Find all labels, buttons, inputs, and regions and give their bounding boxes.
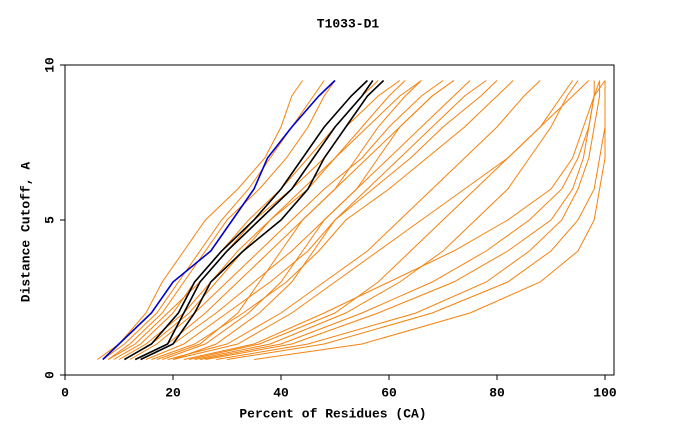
series-line	[140, 79, 385, 361]
x-tick-label: 40	[273, 385, 289, 400]
series-line	[102, 79, 336, 361]
series-line	[172, 80, 487, 360]
series-line	[205, 80, 595, 360]
x-tick-label: 0	[61, 385, 69, 400]
series-line	[124, 80, 422, 360]
series-line	[129, 80, 444, 360]
series-line	[189, 80, 574, 360]
series-line	[97, 80, 304, 360]
series-line	[183, 80, 606, 360]
series-line	[107, 80, 336, 360]
x-tick-label: 20	[165, 385, 181, 400]
x-tick-label: 100	[593, 385, 617, 400]
series-line	[102, 80, 325, 360]
series-line	[134, 80, 374, 361]
series-line	[216, 80, 601, 360]
series-line	[253, 80, 606, 360]
series-line	[151, 80, 514, 360]
series-line	[172, 80, 590, 360]
y-tick-label: 10	[42, 57, 57, 73]
x-axis-label: Percent of Residues (CA)	[239, 406, 426, 421]
x-tick-label: 60	[381, 385, 397, 400]
series-line	[124, 79, 368, 361]
series-line	[167, 80, 541, 360]
series-line	[156, 80, 422, 360]
series-line	[194, 80, 579, 360]
y-axis-label: Distance Cutoff, A	[18, 162, 33, 303]
y-tick-label: 5	[42, 216, 57, 224]
y-tick-label: 0	[42, 371, 57, 379]
x-tick-label: 80	[489, 385, 505, 400]
chart-title: T1033-D1	[317, 16, 380, 31]
